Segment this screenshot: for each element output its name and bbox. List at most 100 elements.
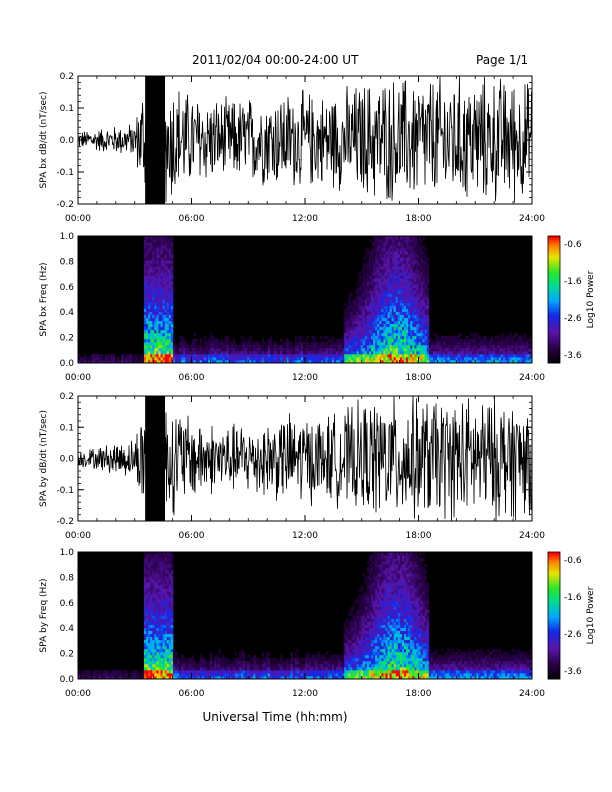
heatmap-cell: [354, 335, 357, 340]
heatmap-cell: [416, 239, 419, 243]
heatmap-cell: [414, 326, 417, 331]
heatmap-cell: [325, 660, 329, 665]
heatmap-cell: [373, 299, 376, 303]
heatmap-cell: [222, 657, 225, 662]
heatmap-cell: [412, 272, 415, 276]
heatmap-cell: [371, 314, 374, 319]
heatmap-cell: [422, 305, 426, 309]
heatmap-cell: [373, 317, 376, 322]
heatmap-cell: [154, 278, 157, 282]
heatmap-cell: [321, 660, 324, 665]
heatmap-cell: [342, 335, 345, 340]
heatmap-cell: [401, 320, 405, 325]
heatmap-cell: [418, 272, 421, 276]
heatmap-cell: [224, 341, 227, 346]
heatmap-cell: [154, 654, 157, 659]
heatmap-cell: [435, 359, 438, 364]
heatmap-cell: [152, 555, 155, 559]
heatmap-cell: [412, 275, 415, 279]
heatmap-cell: [371, 254, 374, 258]
heatmap-cell: [327, 675, 331, 680]
heatmap-cell: [269, 347, 273, 352]
heatmap-cell: [401, 308, 405, 312]
heatmap-cell: [445, 359, 448, 364]
heatmap-cell: [160, 612, 164, 616]
heatmap-cell: [243, 660, 246, 665]
heatmap-cell: [350, 359, 353, 364]
heatmap-cell: [141, 359, 145, 364]
heatmap-cell: [144, 308, 147, 312]
heatmap-cell: [191, 654, 194, 659]
heatmap-cell: [263, 657, 267, 662]
heatmap-cell: [276, 353, 279, 358]
heatmap-cell: [465, 353, 469, 358]
heatmap-cell: [185, 356, 188, 361]
heatmap-cell: [364, 320, 368, 325]
heatmap-cell: [121, 672, 124, 677]
heatmap-cell: [418, 275, 421, 279]
heatmap-cell: [162, 314, 166, 319]
heatmap-cell: [150, 627, 153, 632]
heatmap-cell: [164, 615, 168, 619]
heatmap-cell: [232, 350, 236, 355]
heatmap-cell: [185, 675, 188, 680]
heatmap-cell: [113, 353, 116, 358]
heatmap-cell: [170, 618, 174, 622]
heatmap-cell: [397, 305, 401, 309]
y-tick-label-0: 0.1: [60, 104, 74, 114]
heatmap-cell: [457, 341, 461, 346]
heatmap-cell: [162, 621, 166, 625]
heatmap-cell: [420, 239, 424, 243]
heatmap-cell: [439, 347, 442, 352]
heatmap-cell: [214, 672, 217, 677]
heatmap-cell: [348, 332, 351, 337]
heatmap-cell: [348, 305, 351, 309]
heatmap-cell: [166, 335, 170, 340]
heatmap-cell: [344, 636, 347, 641]
x-tick-label-2: 12:00: [292, 531, 318, 541]
heatmap-cell: [404, 314, 407, 319]
heatmap-cell: [424, 296, 428, 300]
heatmap-cell: [401, 353, 405, 358]
heatmap-cell: [160, 338, 164, 343]
heatmap-cell: [420, 314, 424, 319]
heatmap-cell: [474, 335, 477, 340]
heatmap-cell: [352, 335, 355, 340]
heatmap-cell: [160, 344, 164, 349]
colorbar-step: [548, 352, 560, 356]
heatmap-cell: [525, 344, 529, 349]
heatmap-cell: [391, 311, 395, 316]
heatmap-cell: [389, 338, 393, 343]
heatmap-cell: [459, 332, 463, 337]
heatmap-cell: [139, 356, 143, 361]
heatmap-cell: [170, 660, 174, 665]
heatmap-cell: [102, 359, 106, 364]
heatmap-cell: [168, 618, 172, 622]
heatmap-cell: [298, 335, 302, 340]
heatmap-cell: [152, 290, 155, 294]
heatmap-cell: [269, 350, 273, 355]
heatmap-cell: [84, 356, 87, 361]
heatmap-cell: [461, 338, 465, 343]
heatmap-cell: [156, 338, 159, 343]
heatmap-cell: [160, 296, 164, 300]
heatmap-cell: [257, 660, 260, 665]
heatmap-cell: [333, 672, 337, 677]
heatmap-cell: [148, 251, 151, 255]
heatmap-cell: [381, 281, 384, 285]
heatmap-cell: [331, 347, 335, 352]
heatmap-cell: [300, 666, 304, 671]
heatmap-cell: [226, 663, 230, 668]
heatmap-cell: [379, 257, 382, 261]
heatmap-cell: [366, 293, 370, 297]
heatmap-cell: [162, 296, 166, 300]
heatmap-cell: [150, 636, 153, 641]
heatmap-cell: [385, 284, 388, 288]
heatmap-cell: [177, 660, 180, 665]
heatmap-cell: [352, 359, 355, 364]
heatmap-cell: [424, 326, 428, 331]
heatmap-cell: [208, 660, 211, 665]
heatmap-cell: [247, 666, 250, 671]
heatmap-cell: [144, 558, 147, 562]
heatmap-cell: [98, 669, 102, 674]
